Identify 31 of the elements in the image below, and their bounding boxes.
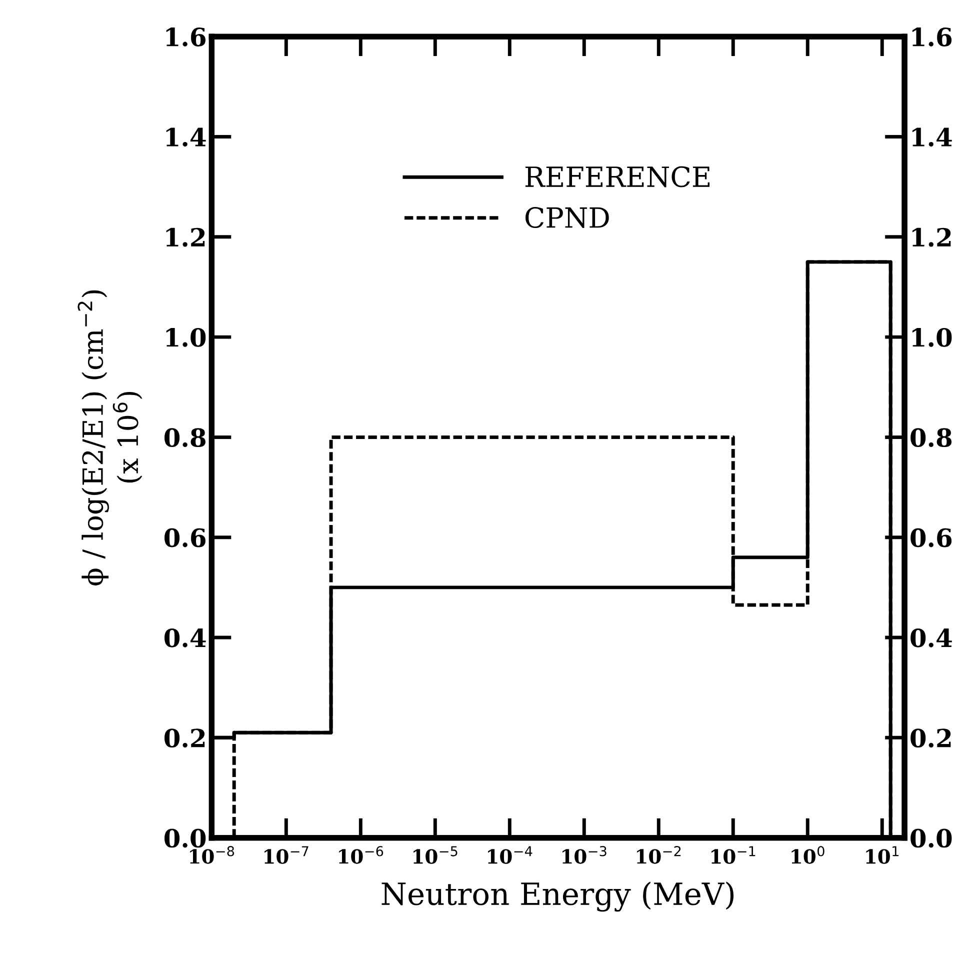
y-tick-label: 0.8 bbox=[164, 428, 206, 448]
y-tick-label: 0.2 bbox=[164, 728, 205, 748]
y-tick-label: 0.6 bbox=[164, 528, 206, 548]
y-tick-label: 1.6 bbox=[166, 28, 206, 46]
x-tick-label: 10$^{1}$ bbox=[866, 846, 898, 864]
y-tick-label: 0.4 bbox=[164, 628, 206, 648]
y-tick-label: 1.2 bbox=[166, 228, 205, 247]
legend-label: CPND bbox=[526, 207, 609, 228]
y2-tick-label: 0.2 bbox=[910, 728, 951, 748]
y-tick-label: 1.0 bbox=[166, 328, 206, 347]
y-tick-label: 0.0 bbox=[164, 828, 206, 848]
legend-label: REFERENCE bbox=[525, 166, 710, 188]
x-tick-label: 10$^{−1}$ bbox=[711, 846, 756, 864]
x-tick-label: 10$^{−2}$ bbox=[636, 846, 681, 864]
text: ϕ / log(E2/E1) (cm$^{−2}$) (x 10$^{6}$) bbox=[78, 290, 142, 586]
x-tick-label: 10$^{−5}$ bbox=[414, 846, 458, 864]
y2-tick-label: 1.0 bbox=[912, 328, 952, 347]
y2-tick-label: 0.0 bbox=[910, 828, 952, 848]
y2-tick-label: 1.2 bbox=[912, 228, 951, 247]
y2-tick-label: 0.4 bbox=[910, 628, 952, 648]
x-tick-label: 10$^{−6}$ bbox=[339, 846, 384, 864]
y-tick-label: 1.4 bbox=[166, 128, 206, 147]
y2-tick-label: 0.6 bbox=[910, 528, 952, 548]
y2-tick-label: 1.6 bbox=[912, 28, 952, 46]
x-tick-label: 10$^{0}$ bbox=[792, 846, 824, 864]
y2-tick-label: 0.8 bbox=[910, 428, 952, 448]
x-tick-label: 10$^{−3}$ bbox=[562, 846, 606, 864]
x-tick-label: 10$^{−7}$ bbox=[264, 846, 308, 864]
x-tick-label: 10$^{−4}$ bbox=[488, 846, 532, 864]
y2-tick-label: 1.4 bbox=[912, 128, 952, 147]
x-axis-title: Neutron Energy (MeV) bbox=[382, 882, 734, 912]
